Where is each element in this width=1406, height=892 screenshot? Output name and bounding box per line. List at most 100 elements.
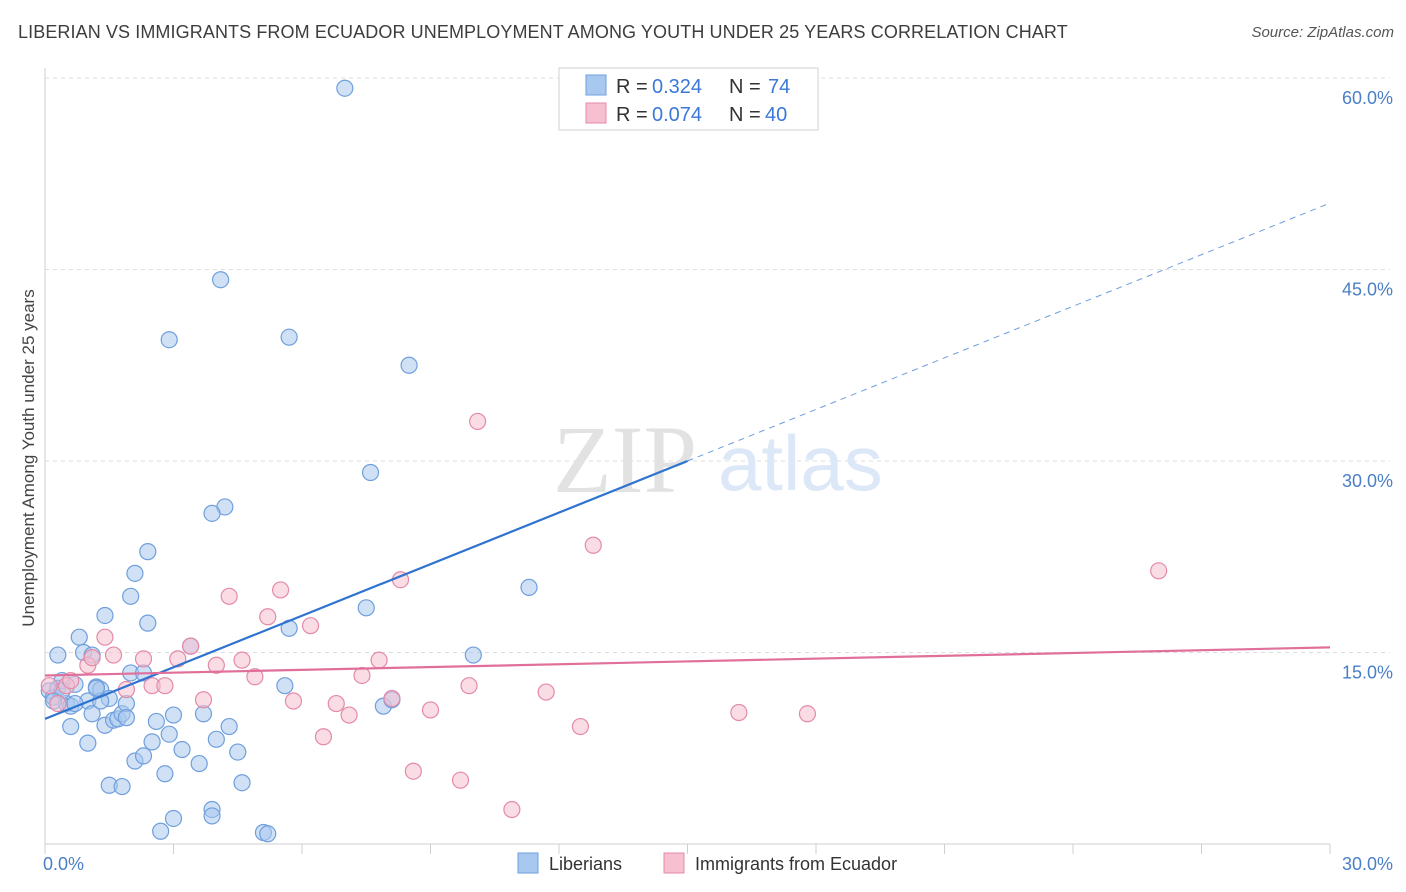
liberians-trend-extension (687, 202, 1331, 462)
liberian-point (229, 743, 247, 761)
liberian-point (79, 734, 97, 752)
bottom-legend-swatch-liberians (517, 852, 539, 874)
ecuador-point (537, 683, 555, 701)
liberian-point (139, 614, 157, 632)
liberian-point (156, 765, 174, 783)
chart-title: LIBERIAN VS IMMIGRANTS FROM ECUADOR UNEM… (18, 22, 1068, 42)
liberian-point (207, 730, 225, 748)
ecuador-point (83, 649, 101, 667)
liberian-point (336, 79, 354, 97)
ecuador-point (353, 666, 371, 685)
ecuador-point (421, 701, 440, 719)
liberian-point (143, 733, 161, 751)
ecuador-point (182, 637, 200, 655)
tick-labels: 15.0% 30.0% 45.0% 60.0% 0.0% 30.0% (43, 88, 1393, 874)
watermark-atlas: atlas (718, 419, 883, 507)
liberian-point (70, 628, 88, 646)
ecuador-point (284, 692, 303, 710)
liberian-point (190, 754, 208, 773)
ecuador-point (469, 412, 487, 431)
liberian-point (276, 677, 294, 695)
ecuador-point (271, 581, 290, 599)
legend-n-label-2: N = (729, 104, 761, 126)
liberian-point (96, 606, 114, 625)
axes (44, 68, 1331, 854)
liberian-point (117, 709, 135, 727)
ecuador-point (1150, 562, 1168, 580)
liberian-point (520, 578, 538, 596)
liberian-point (357, 599, 375, 617)
ecuador-point (327, 694, 345, 713)
liberian-point (83, 705, 101, 723)
ecuador-point (194, 691, 213, 709)
ecuador-point (584, 536, 602, 554)
liberian-point (173, 740, 191, 759)
legend-r-label-1: R = (616, 76, 648, 98)
liberian-point (160, 725, 178, 743)
ecuador-point (370, 651, 388, 669)
legend-swatch-liberians (585, 74, 607, 96)
liberian-point (233, 774, 251, 792)
legend-swatch-ecuador (585, 102, 607, 124)
ecuador-point (340, 706, 358, 724)
liberian-point (87, 679, 106, 697)
ecuador-point (207, 656, 225, 674)
bottom-legend-swatch-ecuador (663, 852, 685, 874)
watermark-zip: ZIP (553, 406, 697, 513)
legend-r-value-2: 0.074 (652, 104, 702, 126)
trend-lines (44, 202, 1331, 720)
liberian-point (152, 822, 170, 840)
ecuador-point (571, 717, 590, 736)
y-tick-label: 30.0% (1342, 471, 1393, 491)
liberian-point (203, 807, 221, 825)
series-legend: Liberians Immigrants from Ecuador (517, 852, 897, 874)
ecuador-point (503, 800, 521, 819)
liberians-trend-line (44, 459, 688, 720)
ecuador-point (104, 646, 123, 664)
ecuador-point (156, 677, 174, 695)
ecuador-point (314, 728, 333, 746)
x-tick-label: 0.0% (43, 854, 84, 874)
liberian-point (62, 717, 80, 736)
y-axis-label: Unemployment Among Youth under 25 years (19, 289, 38, 626)
ecuador-point (62, 671, 80, 690)
y-tick-label: 60.0% (1342, 88, 1393, 108)
liberian-point (400, 356, 418, 374)
source-note: Source: ZipAtlas.com (1251, 24, 1394, 41)
legend-n-value-2: 40 (765, 104, 787, 126)
y-tick-label: 15.0% (1342, 663, 1393, 683)
x-tick-label: 30.0% (1342, 854, 1393, 874)
legend-r-value-1: 0.324 (652, 76, 702, 98)
grid-lines (45, 77, 1390, 653)
liberian-point (49, 646, 67, 664)
ecuador-point (134, 650, 153, 668)
liberian-point (361, 463, 380, 482)
liberian-point (212, 271, 230, 289)
ecuador-point (40, 677, 58, 695)
ecuador-point (383, 689, 401, 708)
liberian-point (164, 706, 183, 724)
liberian-point (280, 328, 298, 346)
ecuador-point (460, 677, 478, 695)
liberian-point (147, 712, 165, 731)
bottom-legend-label-liberians: Liberians (549, 854, 622, 874)
liberian-point (134, 747, 153, 765)
y-tick-label: 45.0% (1342, 280, 1393, 300)
liberian-point (122, 587, 140, 605)
liberian-point (220, 717, 238, 736)
liberian-point (464, 646, 482, 664)
ecuador-point (259, 608, 277, 626)
ecuador-point (233, 651, 251, 669)
ecuador-point (451, 771, 470, 789)
legend-n-value-1: 74 (768, 76, 790, 98)
ecuador-point (96, 628, 114, 646)
ecuador-point (49, 694, 67, 713)
ecuador-point (404, 762, 422, 780)
liberian-point (139, 543, 157, 561)
liberian-point (164, 809, 183, 828)
ecuador-point (220, 587, 238, 605)
correlation-legend: R = 0.324 N = 74 R = 0.074 N = 40 (558, 67, 819, 131)
legend-r-label-2: R = (616, 104, 648, 126)
liberian-point (259, 825, 277, 843)
legend-n-label-1: N = (729, 76, 761, 98)
